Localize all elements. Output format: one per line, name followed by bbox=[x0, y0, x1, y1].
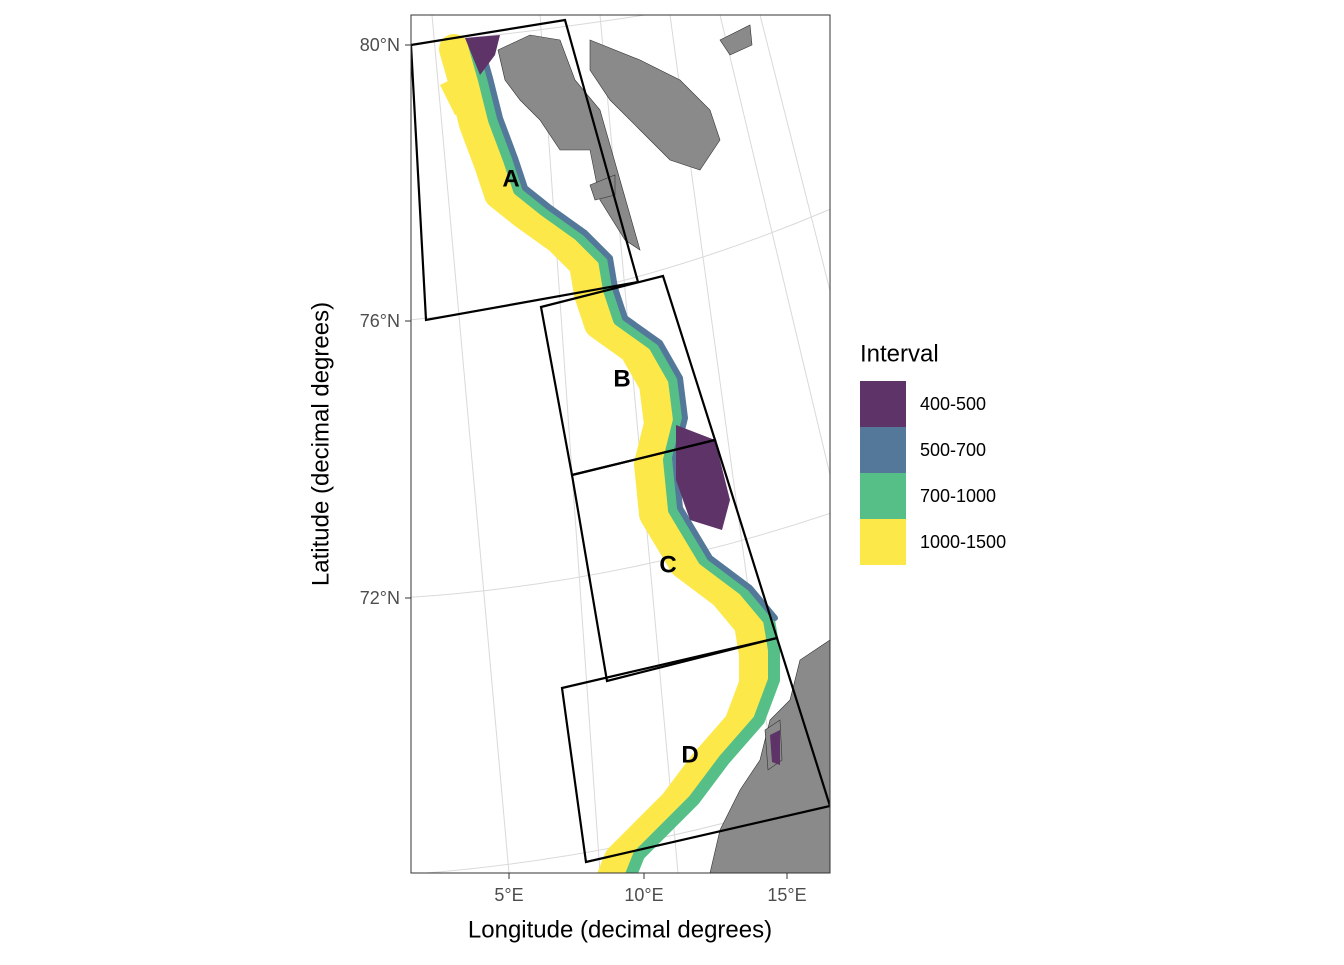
depth-band bbox=[676, 425, 730, 530]
shelf bbox=[439, 34, 780, 873]
y-tick-label: 80°N bbox=[360, 35, 400, 55]
legend-label: 1000-1500 bbox=[920, 532, 1006, 552]
legend-swatch bbox=[860, 519, 906, 565]
y-tick-label: 72°N bbox=[360, 588, 400, 608]
legend-title: Interval bbox=[860, 340, 939, 367]
y-axis-title: Latitude (decimal degrees) bbox=[307, 302, 334, 586]
x-tick-label: 15°E bbox=[767, 885, 806, 905]
region-label: A bbox=[502, 165, 519, 192]
depth-band bbox=[468, 39, 780, 873]
legend-label: 700-1000 bbox=[920, 486, 996, 506]
depth-band bbox=[440, 70, 480, 115]
map-area: A B C D bbox=[411, 15, 830, 873]
depth-band bbox=[477, 40, 778, 621]
region-labels: A B C D bbox=[502, 165, 698, 768]
legend-swatch bbox=[860, 381, 906, 427]
x-tick-label: 5°E bbox=[494, 885, 523, 905]
depth-band bbox=[439, 34, 769, 873]
legend-swatch bbox=[860, 427, 906, 473]
legend-label: 400-500 bbox=[920, 394, 986, 414]
y-tick-label: 76°N bbox=[360, 311, 400, 331]
panel-border bbox=[410, 14, 831, 874]
y-axis: 80°N 76°N 72°N Latitude (decimal degrees… bbox=[307, 35, 411, 608]
legend: Interval 400-500 500-700 700-1000 1000-1500 bbox=[860, 340, 1006, 565]
region-label: D bbox=[681, 741, 698, 768]
region-label: B bbox=[613, 365, 630, 392]
depth-band bbox=[465, 35, 500, 75]
region-label: C bbox=[659, 551, 676, 578]
x-axis-title: Longitude (decimal degrees) bbox=[468, 916, 772, 943]
depth-band bbox=[770, 730, 780, 765]
region-boxes bbox=[411, 18, 830, 864]
legend-label: 500-700 bbox=[920, 440, 986, 460]
legend-swatch bbox=[860, 473, 906, 519]
x-tick-label: 10°E bbox=[624, 885, 663, 905]
x-axis: 5°E 10°E 15°E Longitude (decimal degrees… bbox=[468, 873, 807, 943]
